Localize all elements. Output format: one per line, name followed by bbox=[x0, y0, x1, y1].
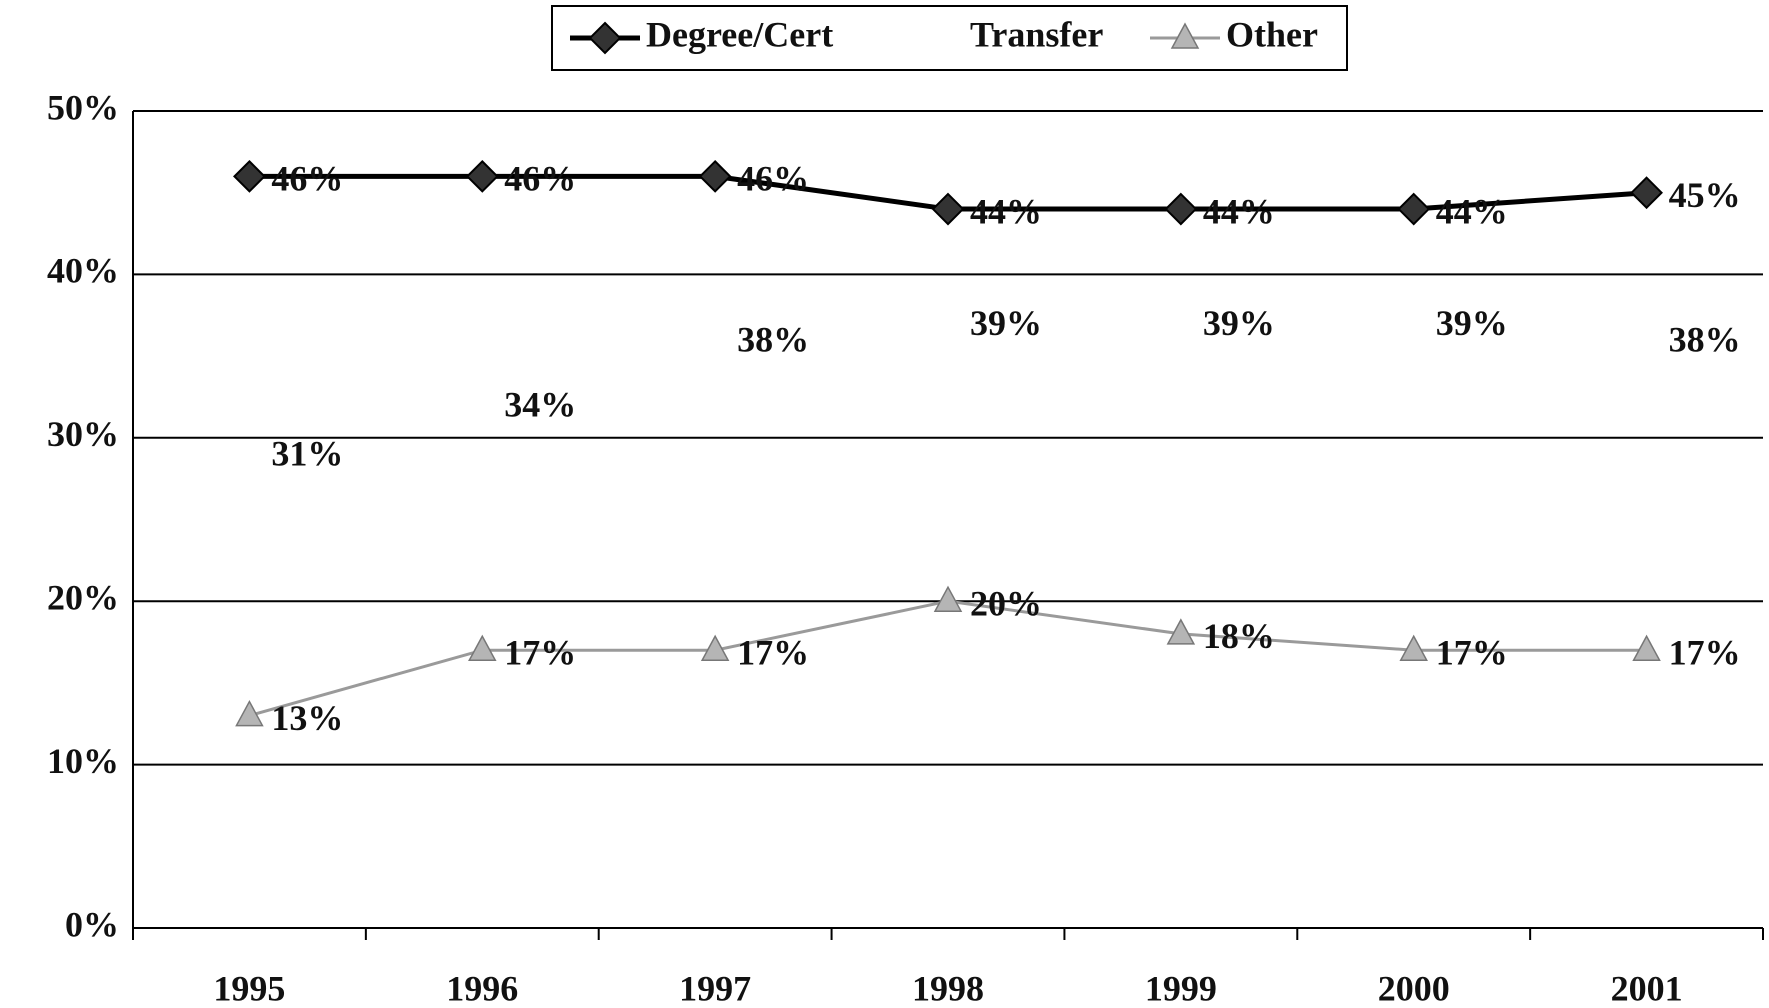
x-tick-label: 1996 bbox=[446, 968, 518, 1008]
data-point bbox=[1164, 192, 1198, 226]
data-point bbox=[1630, 176, 1663, 210]
data-label: 39% bbox=[1203, 303, 1275, 343]
y-tick-label: 40% bbox=[47, 251, 119, 291]
legend-label: Degree/Cert bbox=[646, 14, 833, 54]
data-point bbox=[233, 159, 266, 193]
data-label: 44% bbox=[1436, 191, 1508, 231]
data-label: 31% bbox=[271, 434, 343, 474]
data-point bbox=[931, 192, 965, 226]
data-label: 46% bbox=[504, 159, 576, 199]
y-tick-label: 30% bbox=[47, 414, 119, 454]
y-tick-label: 50% bbox=[47, 87, 119, 127]
data-label: 45% bbox=[1669, 175, 1741, 215]
x-tick-label: 1999 bbox=[1145, 968, 1217, 1008]
data-label: 39% bbox=[1436, 303, 1508, 343]
data-point bbox=[933, 585, 963, 612]
data-label: 34% bbox=[504, 385, 576, 425]
data-point bbox=[1632, 634, 1661, 661]
legend-label: Other bbox=[1226, 14, 1318, 54]
data-label: 20% bbox=[970, 583, 1042, 623]
data-point bbox=[1166, 618, 1196, 645]
data-label: 17% bbox=[504, 632, 576, 672]
x-tick-label: 1997 bbox=[679, 968, 751, 1008]
data-point bbox=[698, 159, 732, 193]
data-label: 38% bbox=[1669, 319, 1741, 359]
data-label: 44% bbox=[1203, 191, 1275, 231]
data-label: 17% bbox=[1669, 632, 1741, 672]
data-point bbox=[468, 634, 497, 661]
data-label: 17% bbox=[737, 632, 809, 672]
x-tick-label: 1995 bbox=[213, 968, 285, 1008]
legend-label: Transfer bbox=[970, 14, 1103, 54]
data-label: 46% bbox=[271, 159, 343, 199]
legend-marker bbox=[588, 21, 622, 55]
series-line bbox=[249, 289, 1647, 423]
legend-marker bbox=[1170, 22, 1200, 49]
y-tick-label: 10% bbox=[47, 741, 119, 781]
data-point bbox=[700, 634, 730, 661]
y-tick-label: 20% bbox=[47, 577, 119, 617]
data-point bbox=[1399, 634, 1428, 661]
data-point bbox=[1397, 192, 1431, 226]
data-label: 18% bbox=[1203, 616, 1275, 656]
data-label: 13% bbox=[271, 698, 343, 738]
y-tick-label: 0% bbox=[65, 904, 119, 944]
data-label: 46% bbox=[737, 159, 809, 199]
x-tick-label: 2000 bbox=[1378, 968, 1450, 1008]
x-tick-label: 2001 bbox=[1611, 968, 1683, 1008]
data-point bbox=[465, 159, 499, 193]
data-label: 44% bbox=[970, 191, 1042, 231]
x-tick-label: 1998 bbox=[912, 968, 984, 1008]
data-label: 17% bbox=[1436, 632, 1508, 672]
data-point bbox=[235, 700, 264, 727]
data-label: 39% bbox=[970, 303, 1042, 343]
data-label: 38% bbox=[737, 319, 809, 359]
